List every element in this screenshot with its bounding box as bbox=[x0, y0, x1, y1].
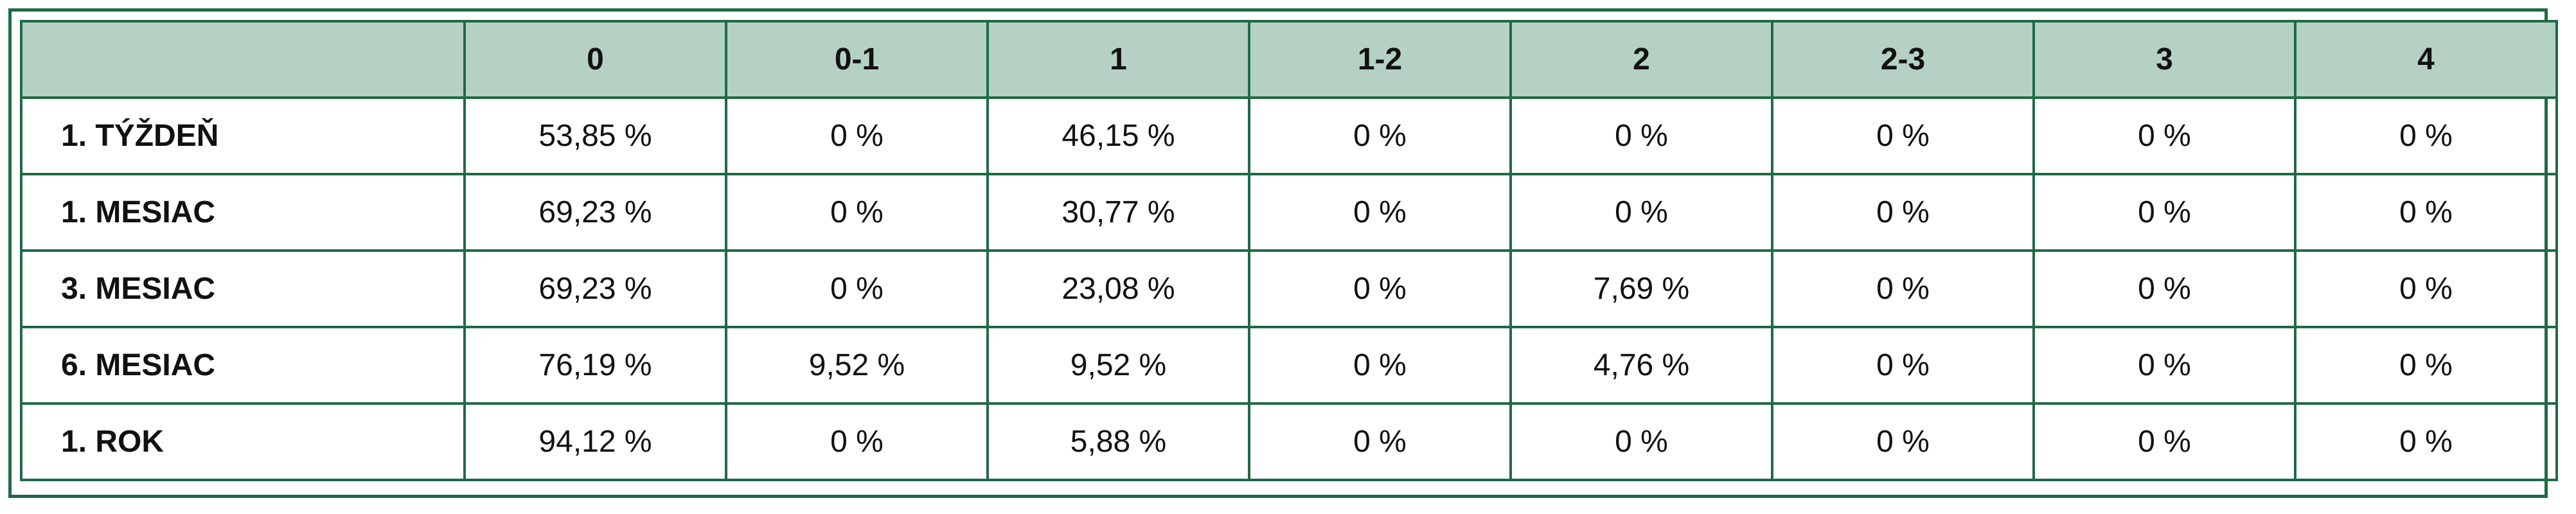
table-cell: 0 % bbox=[1771, 402, 2035, 481]
table-cell: 23,08 % bbox=[986, 249, 1250, 328]
table-cell: 0 % bbox=[1771, 249, 2035, 328]
table-cell: 76,19 % bbox=[463, 326, 727, 405]
table-cell: 4,76 % bbox=[1509, 326, 1773, 405]
header-row: 0 0-1 1 1-2 2 2-3 3 4 bbox=[20, 20, 2558, 99]
row-label: 1. ROK bbox=[20, 402, 466, 481]
table-cell: 0 % bbox=[725, 96, 989, 175]
data-table: 0 0-1 1 1-2 2 2-3 3 4 1. TÝŽDEŇ 53,85 % 0 % 46,15 … bbox=[20, 20, 2558, 481]
table-cell: 0 % bbox=[725, 402, 989, 481]
column-header: 0-1 bbox=[725, 20, 989, 99]
table-cell: 0 % bbox=[1248, 173, 1512, 252]
table-cell: 0 % bbox=[725, 249, 989, 328]
table-cell: 0 % bbox=[1771, 326, 2035, 405]
table-cell: 0 % bbox=[1509, 402, 1773, 481]
table-cell: 0 % bbox=[2294, 326, 2558, 405]
table-cell: 69,23 % bbox=[463, 173, 727, 252]
column-header: 2 bbox=[1509, 20, 1773, 99]
table-cell: 0 % bbox=[1771, 96, 2035, 175]
column-header: 0 bbox=[463, 20, 727, 99]
table-cell: 7,69 % bbox=[1509, 249, 1773, 328]
table-cell: 0 % bbox=[2032, 402, 2296, 481]
table-cell: 0 % bbox=[1248, 402, 1512, 481]
row-label: 1. MESIAC bbox=[20, 173, 466, 252]
column-header: 1-2 bbox=[1248, 20, 1512, 99]
table-cell: 69,23 % bbox=[463, 249, 727, 328]
table-row: 6. MESIAC 76,19 % 9,52 % 9,52 % 0 % 4,76 % 0 %… bbox=[20, 326, 2558, 405]
table-cell: 9,52 % bbox=[986, 326, 1250, 405]
column-header: 3 bbox=[2032, 20, 2296, 99]
table-cell: 0 % bbox=[2032, 326, 2296, 405]
table-cell: 0 % bbox=[1509, 96, 1773, 175]
table-cell: 0 % bbox=[1248, 96, 1512, 175]
column-header: 1 bbox=[986, 20, 1250, 99]
table-cell: 0 % bbox=[2032, 249, 2296, 328]
table-cell: 46,15 % bbox=[986, 96, 1250, 175]
column-header: 2-3 bbox=[1771, 20, 2035, 99]
table-cell: 9,52 % bbox=[725, 326, 989, 405]
table-row: 1. MESIAC 69,23 % 0 % 30,77 % 0 % 0 % 0 % 0 % 0 … bbox=[20, 173, 2558, 252]
table-cell: 94,12 % bbox=[463, 402, 727, 481]
table-cell: 0 % bbox=[725, 173, 989, 252]
corner-cell bbox=[20, 20, 466, 99]
table-cell: 5,88 % bbox=[986, 402, 1250, 481]
table-cell: 30,77 % bbox=[986, 173, 1250, 252]
table-cell: 0 % bbox=[1509, 173, 1773, 252]
table-cell: 0 % bbox=[2294, 173, 2558, 252]
row-label: 6. MESIAC bbox=[20, 326, 466, 405]
column-header: 4 bbox=[2294, 20, 2558, 99]
table-cell: 53,85 % bbox=[463, 96, 727, 175]
table-cell: 0 % bbox=[1248, 326, 1512, 405]
table-row: 1. TÝŽDEŇ 53,85 % 0 % 46,15 % 0 % 0 % 0 % 0 % 0 … bbox=[20, 96, 2558, 175]
table-cell: 0 % bbox=[1248, 249, 1512, 328]
table-row: 3. MESIAC 69,23 % 0 % 23,08 % 0 % 7,69 % 0 % 0 … bbox=[20, 249, 2558, 328]
table-cell: 0 % bbox=[2032, 96, 2296, 175]
table-cell: 0 % bbox=[2294, 402, 2558, 481]
table-cell: 0 % bbox=[2294, 96, 2558, 175]
table-cell: 0 % bbox=[2032, 173, 2296, 252]
table-cell: 0 % bbox=[1771, 173, 2035, 252]
row-label: 3. MESIAC bbox=[20, 249, 466, 328]
table-row: 1. ROK 94,12 % 0 % 5,88 % 0 % 0 % 0 % 0 % 0 % bbox=[20, 402, 2558, 481]
row-label: 1. TÝŽDEŇ bbox=[20, 96, 466, 175]
table-cell: 0 % bbox=[2294, 249, 2558, 328]
table-body: 1. TÝŽDEŇ 53,85 % 0 % 46,15 % 0 % 0 % 0 % 0 % 0 … bbox=[20, 96, 2558, 481]
